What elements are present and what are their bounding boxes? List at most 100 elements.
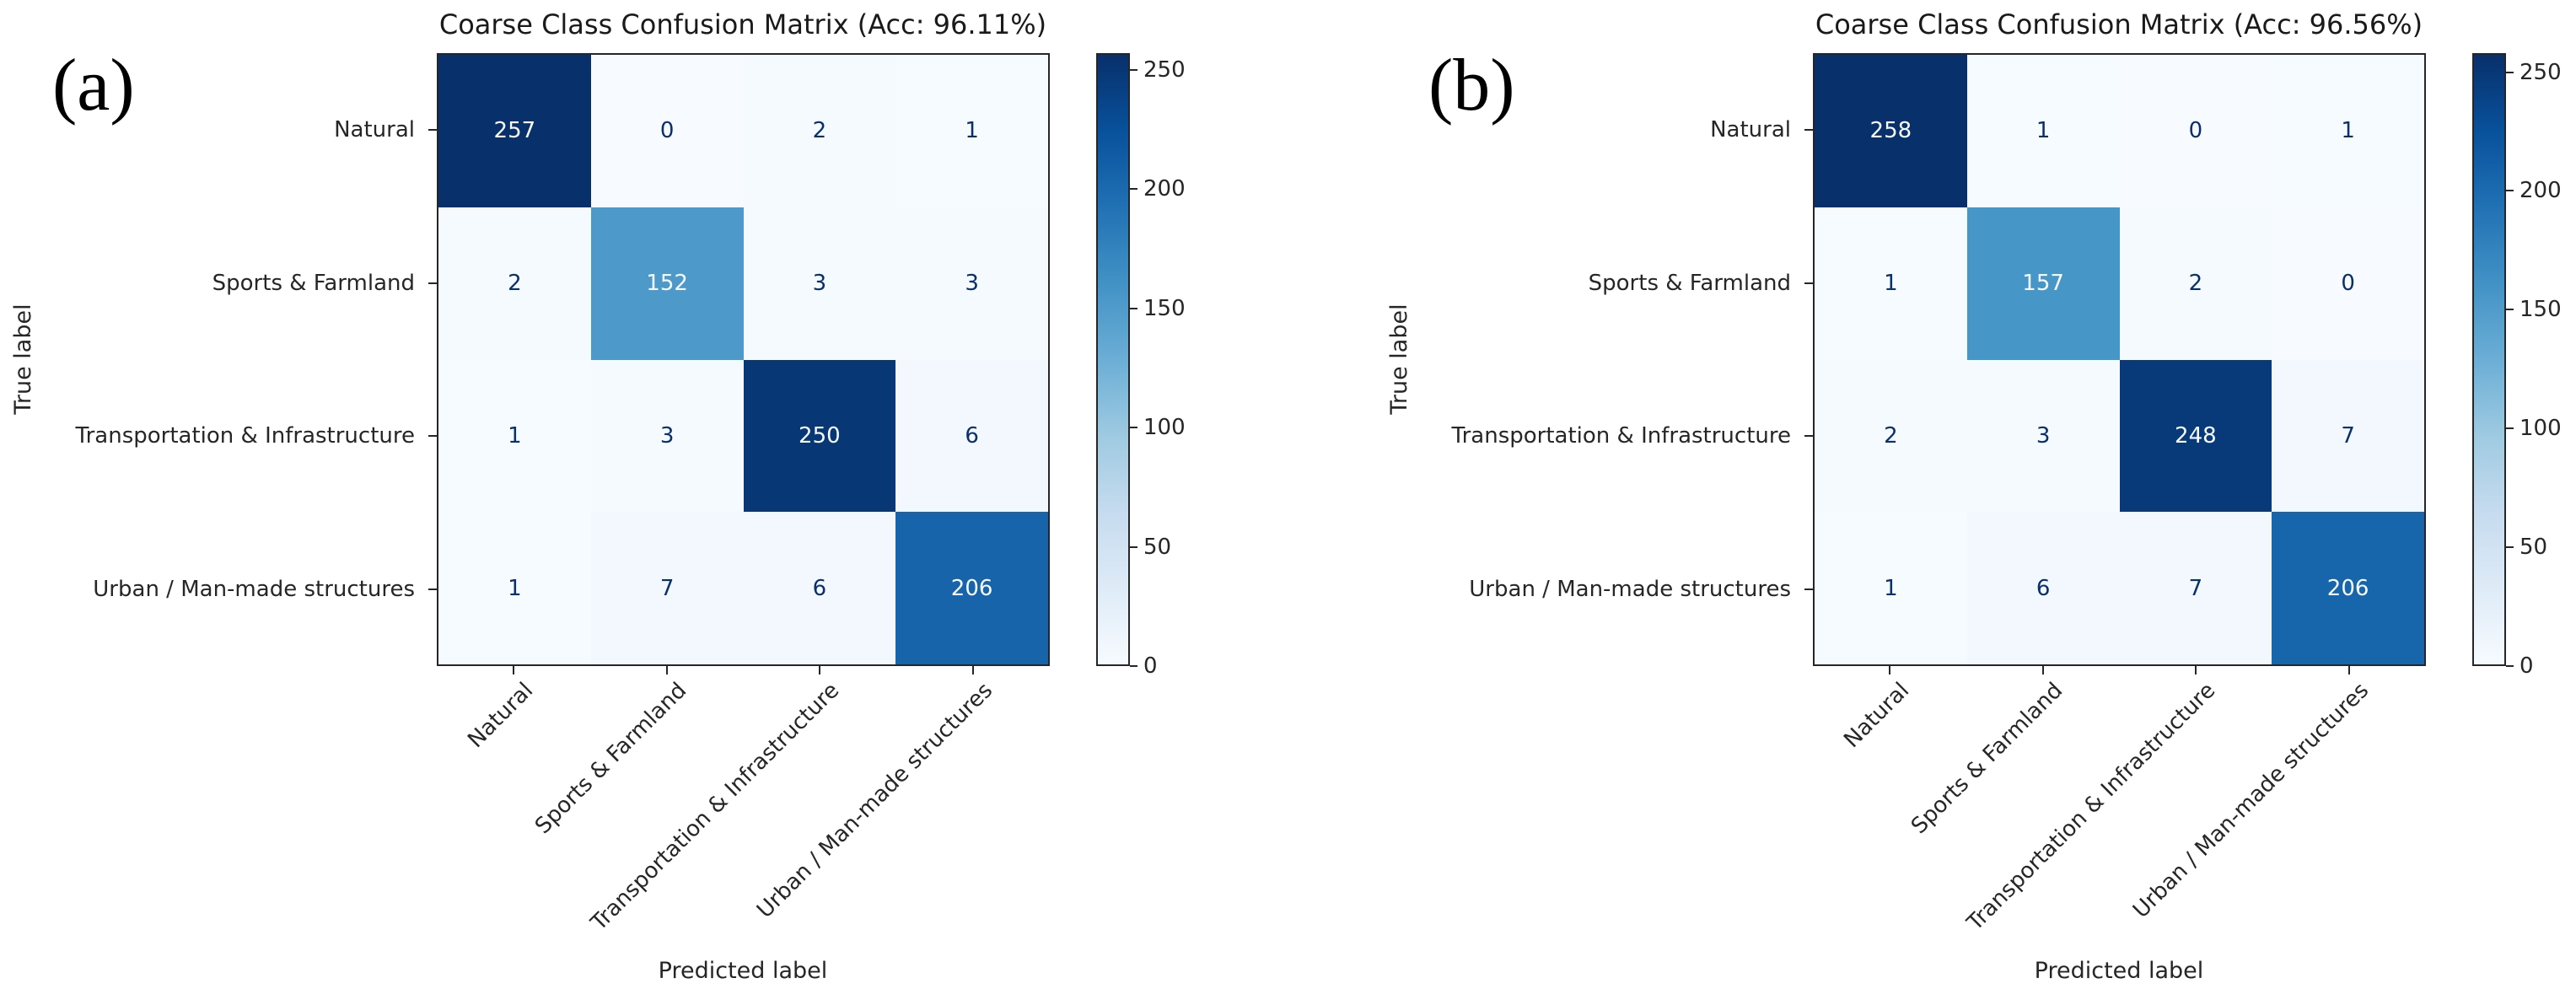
heatmap-a: 257 0 2 1 2 152 3 3 1 3 250 6 1 7 6 206 xyxy=(437,53,1050,666)
heatmap-cell: 2 xyxy=(438,207,591,360)
colorbar-tick-label: 0 xyxy=(1143,653,1158,679)
heatmap-cell: 258 xyxy=(1815,55,1967,207)
chart-title-b: Coarse Class Confusion Matrix (Acc: 96.5… xyxy=(1815,8,2423,40)
heatmap-cell: 3 xyxy=(1966,359,2120,513)
x-axis-title-a: Predicted label xyxy=(658,958,828,984)
colorbar-tick-mark xyxy=(2506,665,2514,667)
heatmap-cell: 3 xyxy=(590,359,744,513)
heatmap-cell: 1 xyxy=(1815,207,1967,360)
colorbar-tick-label: 250 xyxy=(2520,59,2562,85)
y-tick-mark xyxy=(428,588,437,591)
colorbar-tick-label: 100 xyxy=(1143,415,1186,441)
x-tick-mark xyxy=(665,666,668,674)
heatmap-cell: 3 xyxy=(743,207,896,360)
heatmap-cell: 1 xyxy=(895,55,1048,207)
heatmap-cell: 7 xyxy=(590,512,744,664)
colorbar-tick-mark xyxy=(2506,427,2514,430)
chart-title-a: Coarse Class Confusion Matrix (Acc: 96.1… xyxy=(438,8,1047,40)
confusion-matrix-panel-a: (a) Coarse Class Confusion Matrix (Acc: … xyxy=(10,8,1186,984)
figure-label-a: (a) xyxy=(52,45,135,126)
heatmap-cell: 2 xyxy=(2119,207,2272,360)
y-tick-label: Natural xyxy=(334,116,415,142)
colorbar-tick-label: 200 xyxy=(1143,176,1186,202)
heatmap-cell: 6 xyxy=(743,512,896,664)
heatmap-cell: 3 xyxy=(895,207,1048,360)
x-tick-label: Urban / Man-made structures xyxy=(752,678,998,924)
heatmap-cell: 248 xyxy=(2119,359,2272,513)
heatmap-cell: 0 xyxy=(2272,207,2424,360)
colorbar-tick-label: 250 xyxy=(1143,56,1186,83)
heatmap-cell: 1 xyxy=(2272,55,2424,207)
colorbar-tick-mark xyxy=(2506,309,2514,311)
x-axis-title-b: Predicted label xyxy=(2034,958,2204,984)
x-tick-mark xyxy=(2041,666,2044,674)
y-tick-mark xyxy=(428,128,437,131)
colorbar-tick-mark xyxy=(1130,307,1137,309)
x-tick-label: Sports & Farmland xyxy=(1906,678,2068,840)
colorbar-tick-label: 50 xyxy=(1143,534,1172,560)
colorbar-a xyxy=(1096,53,1130,666)
colorbar-tick-label: 200 xyxy=(2520,178,2562,204)
colorbar-tick-label: 150 xyxy=(2520,297,2562,323)
heatmap-cell: 257 xyxy=(438,55,591,207)
y-tick-mark xyxy=(1804,282,1813,284)
heatmap-cell: 6 xyxy=(1966,512,2120,664)
colorbar-tick-label: 150 xyxy=(1143,295,1186,321)
heatmap-cell: 0 xyxy=(2119,55,2272,207)
figure-label-b: (b) xyxy=(1428,45,1515,126)
heatmap-b: 258 1 0 1 1 157 2 0 2 3 248 7 1 6 7 206 xyxy=(1813,53,2426,666)
heatmap-cell: 0 xyxy=(590,55,744,207)
colorbar-tick-mark xyxy=(1130,545,1137,548)
colorbar-tick-mark xyxy=(2506,190,2514,192)
heatmap-cell: 2 xyxy=(743,55,896,207)
colorbar-b xyxy=(2472,53,2506,666)
heatmap-cell: 157 xyxy=(1966,207,2120,360)
x-tick-label: Urban / Man-made structures xyxy=(2128,678,2374,924)
colorbar-tick-mark xyxy=(1130,68,1137,71)
colorbar-tick-label: 0 xyxy=(2520,653,2534,679)
heatmap-cell: 206 xyxy=(2272,512,2424,664)
x-tick-mark xyxy=(819,666,821,674)
x-tick-label: Natural xyxy=(463,678,539,754)
colorbar-tick-label: 50 xyxy=(2520,535,2548,561)
heatmap-cell: 206 xyxy=(895,512,1048,664)
heatmap-cell: 1 xyxy=(438,359,591,513)
y-tick-label: Transportation & Infrastructure xyxy=(75,423,415,449)
heatmap-cell: 1 xyxy=(438,512,591,664)
y-tick-mark xyxy=(1804,435,1813,438)
y-tick-label: Natural xyxy=(1710,116,1791,142)
x-tick-mark xyxy=(2348,666,2351,674)
heatmap-cell: 7 xyxy=(2119,512,2272,664)
y-tick-label: Urban / Man-made structures xyxy=(93,577,415,603)
y-tick-mark xyxy=(1804,128,1813,131)
x-tick-label: Natural xyxy=(1839,678,1915,754)
x-tick-label: Transportation & Infrastructure xyxy=(1962,678,2221,936)
colorbar-tick-mark xyxy=(2506,546,2514,549)
heatmap-cell: 1 xyxy=(1966,55,2120,207)
x-tick-mark xyxy=(2195,666,2197,674)
heatmap-cell: 1 xyxy=(1815,512,1967,664)
colorbar-tick-mark xyxy=(1130,188,1137,191)
confusion-matrix-panel-b: (b) Coarse Class Confusion Matrix (Acc: … xyxy=(1376,0,2576,1005)
y-tick-mark xyxy=(428,435,437,438)
colorbar-tick-mark xyxy=(1130,427,1137,429)
y-tick-mark xyxy=(1804,588,1813,591)
heatmap-cell: 7 xyxy=(2272,359,2424,513)
x-tick-label: Transportation & Infrastructure xyxy=(586,678,845,936)
y-tick-label: Sports & Farmland xyxy=(1588,270,1791,296)
x-tick-mark xyxy=(1888,666,1890,674)
heatmap-cell: 6 xyxy=(895,359,1048,513)
colorbar-tick-mark xyxy=(2506,71,2514,73)
x-tick-mark xyxy=(972,666,975,674)
heatmap-cell: 250 xyxy=(743,359,896,513)
y-tick-label: Urban / Man-made structures xyxy=(1469,577,1791,603)
y-tick-label: Transportation & Infrastructure xyxy=(1451,423,1791,449)
y-tick-mark xyxy=(428,282,437,284)
colorbar-tick-mark xyxy=(1130,665,1137,667)
x-tick-label: Sports & Farmland xyxy=(530,678,691,840)
heatmap-cell: 152 xyxy=(590,207,744,360)
x-tick-mark xyxy=(512,666,514,674)
colorbar-tick-label: 100 xyxy=(2520,416,2562,442)
y-tick-label: Sports & Farmland xyxy=(212,270,415,296)
heatmap-cell: 2 xyxy=(1815,359,1967,513)
